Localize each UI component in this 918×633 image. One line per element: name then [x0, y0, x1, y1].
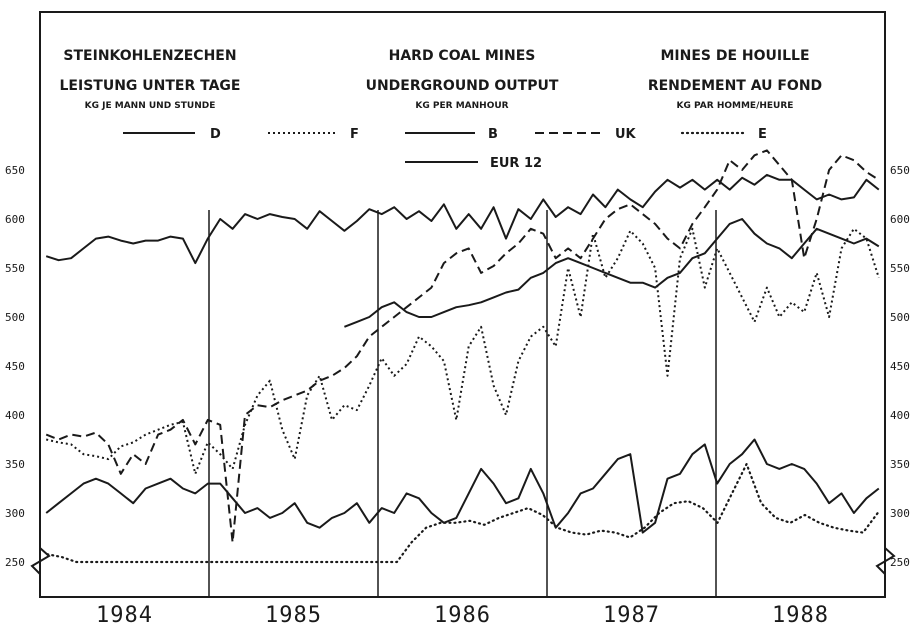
legend: D F B UK E EUR 12	[123, 127, 767, 171]
series-line-e	[46, 462, 879, 564]
y-tick-left-500: 500	[5, 311, 25, 324]
y-tick-right-450: 450	[890, 360, 910, 373]
y-tick-right-400: 400	[890, 409, 910, 422]
year-label-1987: 1987	[603, 603, 660, 628]
y-tick-left-450: 450	[5, 360, 25, 373]
legend-label-uk: UK	[615, 127, 637, 142]
axis-break-left	[30, 547, 51, 575]
legend-label-e: E	[758, 127, 767, 142]
legend-label-eur12: EUR 12	[490, 156, 542, 171]
year-label-1985: 1985	[265, 603, 322, 628]
series-line-f	[45, 227, 880, 475]
year-label-1984: 1984	[96, 603, 153, 628]
y-tick-right-500: 500	[890, 311, 910, 324]
x-axis-years: 1984 1985 1986 1987 1988	[96, 603, 829, 628]
year-label-1988: 1988	[772, 603, 829, 628]
title-fr-3: KG PAR HOMME/HEURE	[677, 101, 794, 111]
y-tick-right-300: 300	[890, 507, 910, 520]
series-line-uk	[45, 149, 880, 544]
y-tick-left-300: 300	[5, 507, 25, 520]
title-de-3: KG JE MANN UND STUNDE	[85, 101, 216, 111]
title-en-3: KG PER MANHOUR	[415, 101, 508, 111]
plot-frame	[39, 11, 886, 598]
title-en-1: HARD COAL MINES	[389, 48, 536, 64]
y-tick-right-650: 650	[890, 164, 910, 177]
series-line-d	[45, 173, 880, 265]
title-fr-1: MINES DE HOUILLE	[660, 48, 809, 64]
legend-label-b: B	[488, 127, 498, 142]
y-tick-left-600: 600	[5, 213, 25, 226]
title-de-1: STEINKOHLENZECHEN	[63, 48, 236, 64]
y-tick-left-400: 400	[5, 409, 25, 422]
y-tick-right-350: 350	[890, 458, 910, 471]
y-tick-right-250: 250	[890, 556, 910, 569]
y-tick-right-600: 600	[890, 213, 910, 226]
title-de-2: LEISTUNG UNTER TAGE	[60, 78, 241, 94]
title-fr-2: RENDEMENT AU FOND	[648, 78, 822, 94]
legend-label-d: D	[210, 127, 221, 142]
y-axis-right: 250 300 350 400 450 500 550 600 650	[890, 164, 910, 569]
y-tick-left-250: 250	[5, 556, 25, 569]
y-tick-right-550: 550	[890, 262, 910, 275]
y-tick-left-650: 650	[5, 164, 25, 177]
y-tick-left-350: 350	[5, 458, 25, 471]
y-axis-left: 250 300 350 400 450 500 550 600 650	[5, 164, 25, 569]
series-line-b	[45, 438, 880, 534]
y-tick-left-550: 550	[5, 262, 25, 275]
title-en-2: UNDERGROUND OUTPUT	[366, 78, 559, 94]
series-layer	[45, 149, 880, 564]
axis-break-right	[875, 547, 896, 575]
year-label-1986: 1986	[434, 603, 491, 628]
year-separators	[208, 210, 717, 597]
legend-label-f: F	[350, 127, 359, 142]
series-line-eur-12	[344, 218, 880, 328]
